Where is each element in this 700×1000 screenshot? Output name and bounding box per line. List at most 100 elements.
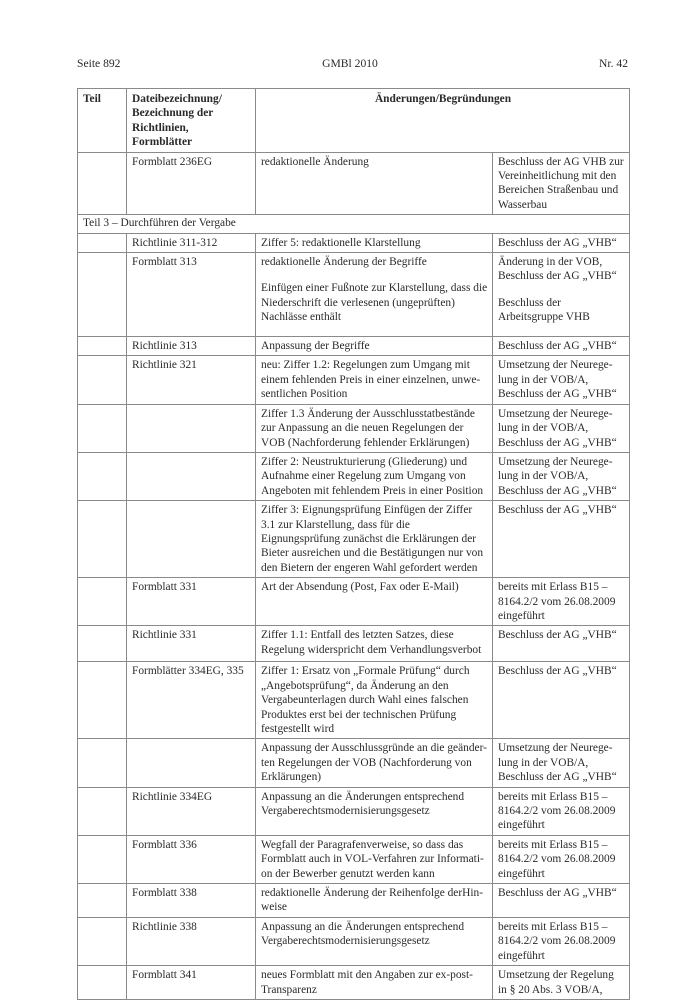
name-cell: Formblatt 336 xyxy=(126,834,256,885)
name-cell xyxy=(126,403,256,453)
teil-cell xyxy=(77,403,127,453)
name-cell: Formblatt 338 xyxy=(126,883,256,918)
change-cell-text: Art der Absendung (Post, Fax oder E-Mail… xyxy=(261,581,459,594)
change-cell: Anpassung an die Änderungen entsprechend… xyxy=(255,916,493,967)
column-header-changes: Änderungen/Begründungen xyxy=(255,88,630,153)
table-row: Richtlinie 331 Ziffer 1.1: Entfall des le… xyxy=(77,625,630,663)
table-row: Ziffer 1.3 Änderung der Ausschlusstatbes… xyxy=(77,403,630,453)
reason-cell: Beschluss der AG „VHB“ xyxy=(492,625,630,663)
reason-cell: Beschluss der AG „VHB“ xyxy=(492,500,630,579)
name-cell: Formblatt 331 xyxy=(126,577,256,627)
reason-cell-text: Umsetzung der Regelung in § 20 Abs. 3 VO… xyxy=(498,969,614,996)
reason-cell-text: Umsetzung der Neurege-lung in der VOB/A,… xyxy=(498,455,617,497)
reason-cell-text: Umsetzung der Neurege-lung in der VOB/A,… xyxy=(498,359,617,401)
reason-cell: bereits mit Erlass B15 – 8164.2/2 vom 26… xyxy=(492,577,630,627)
reason-cell-text: Beschluss der AG „VHB“ xyxy=(498,340,617,353)
change-cell: Ziffer 1.1: Entfall des letzten Satzes, … xyxy=(255,625,493,663)
change-cell: Anpassung der Begriffe xyxy=(255,336,493,357)
reason-cell-text: Beschluss der Arbeitsgruppe VHB xyxy=(498,296,590,324)
change-cell-text: Wegfall der Paragrafenverweise, so dass … xyxy=(261,838,484,880)
table-row: Formblätter 334EG, 335 Ziffer 1: Ersatz v… xyxy=(77,661,630,740)
change-cell-text: Ziffer 1.1: Entfall des letzten Satzes, … xyxy=(261,629,482,656)
reason-cell: bereits mit Erlass B15 – 8164.2/2 vom 26… xyxy=(492,786,630,836)
name-cell: Richtlinie 331 xyxy=(126,625,256,663)
reason-cell: Beschluss der AG „VHB“ xyxy=(492,336,630,357)
change-cell: neu: Ziffer 1.2: Regelungen zum Umgang m… xyxy=(255,355,493,405)
change-cell: Ziffer 5: redaktionelle Klarstellung xyxy=(255,232,493,254)
table-row: Formblatt 313 redaktionelle Änderung der … xyxy=(77,252,630,338)
reason-cell: Beschluss der AG „VHB“ xyxy=(492,883,630,918)
change-cell: Ziffer 1: Ersatz von „Formale Prüfung“ d… xyxy=(255,661,493,740)
teil-cell xyxy=(77,355,127,405)
teil-cell xyxy=(77,738,127,788)
change-cell-text: neu: Ziffer 1.2: Regelungen zum Umgang m… xyxy=(261,359,481,401)
teil-cell xyxy=(77,500,127,579)
table-row: Anpassung der Ausschlussgründe an die ge… xyxy=(77,738,630,788)
teil-cell xyxy=(77,625,127,663)
teil-cell xyxy=(77,965,127,1000)
change-cell: Anpassung an die Änderungen entsprechend… xyxy=(255,786,493,836)
name-cell xyxy=(126,738,256,788)
reason-cell: bereits mit Erlass B15 – 8164.2/2 vom 26… xyxy=(492,834,630,885)
reason-cell: bereits mit Erlass B15 – 8164.2/2 vom 26… xyxy=(492,916,630,967)
name-cell: Richtlinie 334EG xyxy=(126,786,256,836)
teil-cell xyxy=(77,916,127,967)
teil-cell xyxy=(77,577,127,627)
name-cell: Formblatt 236EG xyxy=(126,151,256,216)
reason-cell-text: bereits mit Erlass B15 – 8164.2/2 vom 26… xyxy=(498,838,616,880)
reason-cell: Beschluss der AG „VHB“ xyxy=(492,232,630,254)
table-row: Richtlinie 313 Anpassung der Begriffe Besc… xyxy=(77,336,630,357)
reason-cell-text: Beschluss der AG „VHB“ xyxy=(498,629,617,642)
reason-cell-text: bereits mit Erlass B15 – 8164.2/2 vom 26… xyxy=(498,790,616,832)
change-cell: Wegfall der Paragrafenverweise, so dass … xyxy=(255,834,493,885)
name-cell xyxy=(126,451,256,502)
table-row: Formblatt 338 redaktionelle Änderung der … xyxy=(77,883,630,918)
name-cell: Formblätter 334EG, 335 xyxy=(126,661,256,740)
change-cell-text: Ziffer 1: Ersatz von „Formale Prüfung“ d… xyxy=(261,665,470,735)
change-cell-text: Ziffer 1.3 Änderung der Ausschlusstatbes… xyxy=(261,407,475,449)
change-cell-text: redaktionelle Änderung xyxy=(261,155,369,168)
change-cell-text: redaktionelle Änderung der Reihenfolge d… xyxy=(261,887,484,914)
reason-cell: Beschluss der AG VHB zur Vereinheitlichu… xyxy=(492,151,630,216)
reason-cell-text: Beschluss der AG „VHB“ xyxy=(498,504,617,517)
table-row: Ziffer 2: Neustrukturierung (Gliederung)… xyxy=(77,451,630,502)
reason-cell-text: Beschluss der AG „VHB“ xyxy=(498,236,617,249)
issue-number: Nr. 42 xyxy=(599,57,628,70)
teil-cell xyxy=(77,786,127,836)
reason-cell-text: Beschluss der AG „VHB“ xyxy=(498,887,617,900)
reason-cell-text: bereits mit Erlass B15 – 8164.2/2 vom 26… xyxy=(498,920,616,962)
change-cell-text: Anpassung an die Änderungen entsprechend… xyxy=(261,920,465,948)
teil-cell xyxy=(77,451,127,502)
name-cell: Richtlinie 311-312 xyxy=(126,232,256,254)
change-cell: redaktionelle Änderung xyxy=(255,151,493,216)
teil-cell xyxy=(77,252,127,338)
reason-cell-text: Beschluss der AG VHB zur Vereinheitlichu… xyxy=(498,155,624,211)
teil-cell xyxy=(77,661,127,740)
change-cell: Art der Absendung (Post, Fax oder E-Mail… xyxy=(255,577,493,627)
teil-cell xyxy=(77,232,127,254)
reason-cell: Umsetzung der Neurege-lung in der VOB/A,… xyxy=(492,355,630,405)
reason-cell: Beschluss der AG „VHB“ xyxy=(492,661,630,740)
reason-cell-text: Umsetzung der Neurege-lung in der VOB/A,… xyxy=(498,407,617,449)
name-cell: Formblatt 341 xyxy=(126,965,256,1000)
column-header-name: Dateibezeichnung/ Bezeichnung der Richtl… xyxy=(126,88,256,153)
teil-cell xyxy=(77,883,127,918)
table-row: Formblatt 341 neues Formblatt mit den Ang… xyxy=(77,965,630,1000)
table-row: Formblatt 236EG redaktionelle Änderung Bes… xyxy=(77,151,630,216)
name-cell: Richtlinie 338 xyxy=(126,916,256,967)
column-header-teil: Teil xyxy=(77,88,127,153)
change-cell: neues Formblatt mit den Angaben zur ex-p… xyxy=(255,965,493,1000)
change-cell-text: Einfügen einer Fußnote zur Klarstellung,… xyxy=(261,282,488,324)
reason-cell: Umsetzung der Neurege-lung in der VOB/A,… xyxy=(492,738,630,788)
change-cell: redaktionelle Änderung der Reihenfolge d… xyxy=(255,883,493,918)
teil-cell xyxy=(77,336,127,357)
page-number: Seite 892 xyxy=(77,57,121,70)
reason-cell-text: Umsetzung der Neurege-lung in der VOB/A,… xyxy=(498,742,617,784)
change-cell: Ziffer 3: Eignungsprüfung Einfügen der Z… xyxy=(255,500,493,579)
change-cell: Ziffer 2: Neustrukturierung (Gliederung)… xyxy=(255,451,493,502)
name-cell xyxy=(126,500,256,579)
change-cell: Ziffer 1.3 Änderung der Ausschlusstatbes… xyxy=(255,403,493,453)
table-row: Richtlinie 338 Anpassung an die Änderunge… xyxy=(77,916,630,967)
section-row: Teil 3 – Durchführen der Vergabe xyxy=(77,214,630,234)
change-cell-text: Anpassung der Ausschlussgründe an die ge… xyxy=(261,742,487,784)
